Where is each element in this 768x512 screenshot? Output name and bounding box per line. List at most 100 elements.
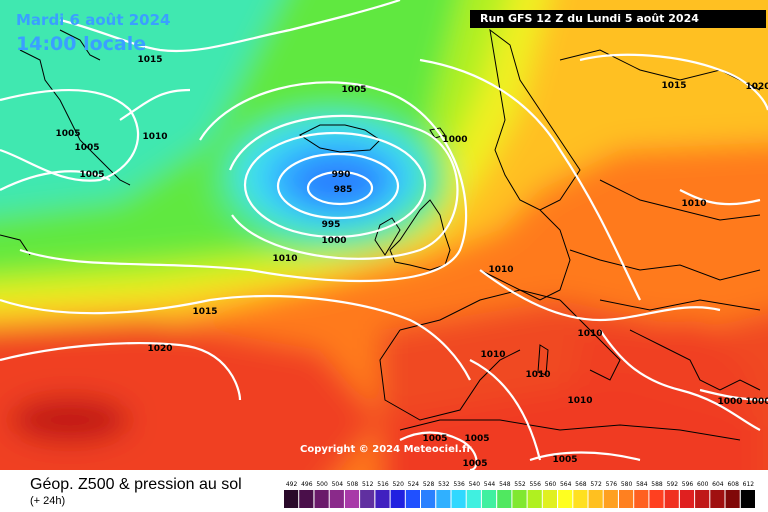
color-scale-legend: 492 496 500 504 508 512 516 520 524 528 532 536 540 5…: [284, 481, 755, 508]
isobar-label: 1010: [577, 329, 602, 339]
isobar-label: 1005: [422, 434, 447, 444]
isobar-label: 990: [332, 170, 351, 180]
legend-swatch: [695, 490, 710, 508]
map-variable-title: Géop. Z500 & pression au sol: [30, 476, 242, 493]
legend-value-label: 540: [469, 481, 481, 488]
legend-swatch: [451, 490, 466, 508]
legend-value-label: 512: [362, 481, 374, 488]
legend-swatch: [740, 490, 755, 508]
legend-value-label: 556: [529, 481, 541, 488]
isobar-label: 995: [322, 220, 341, 230]
legend-swatch: [390, 490, 405, 508]
legend-value-label: 504: [332, 481, 344, 488]
copyright-text: Copyright © 2024 Meteociel.fr: [300, 444, 472, 455]
legend-swatch: [329, 490, 344, 508]
legend-swatch: [725, 490, 740, 508]
isobar-label: 1010: [480, 350, 505, 360]
legend-swatch: [360, 490, 375, 508]
legend-swatch: [405, 490, 420, 508]
isobar-label: 1005: [79, 170, 104, 180]
legend-swatch: [710, 490, 725, 508]
isobar-label: 1010: [272, 254, 297, 264]
isobar-label: 1010: [142, 132, 167, 142]
legend-value-label: 576: [606, 481, 618, 488]
legend-swatch: [344, 490, 360, 508]
legend-swatch: [527, 490, 542, 508]
isobar-label: 1010: [525, 370, 550, 380]
legend-value-label: 532: [438, 481, 450, 488]
forecast-time: 14:00 locale: [16, 33, 147, 55]
run-info-banner: Run GFS 12 Z du Lundi 5 août 2024: [470, 10, 766, 28]
isobar-label: 1010: [488, 265, 513, 275]
z500-color-field: [0, 0, 768, 470]
legend-value-label: 536: [453, 481, 465, 488]
legend-swatch: [573, 490, 588, 508]
isobar-label: 1000: [717, 397, 742, 407]
legend-swatch: [603, 490, 618, 508]
isobar-label: 1020: [147, 344, 172, 354]
isobar-label: 1020: [745, 82, 768, 92]
isobar-label: 1010: [681, 199, 706, 209]
legend-swatch: [481, 490, 497, 508]
legend-value-label: 520: [392, 481, 404, 488]
legend-value-label: 600: [697, 481, 709, 488]
legend-swatch: [512, 490, 527, 508]
legend-value-label: 564: [560, 481, 572, 488]
isobar-label: 1000: [745, 397, 768, 407]
legend-swatch: [649, 490, 664, 508]
legend-swatch: [284, 490, 299, 508]
forecast-range: (+ 24h): [30, 495, 66, 507]
isobars: [0, 0, 768, 470]
legend-swatch: [375, 490, 390, 508]
legend-swatch: [466, 490, 481, 508]
legend-swatch: [497, 490, 512, 508]
legend-value-label: 548: [499, 481, 511, 488]
legend-value-label: 588: [651, 481, 663, 488]
legend-value-label: 516: [377, 481, 389, 488]
legend-value-label: 496: [301, 481, 313, 488]
legend-swatch: [588, 490, 603, 508]
legend-swatch: [542, 490, 557, 508]
legend-swatch: [664, 490, 679, 508]
isobar-label: 1005: [341, 85, 366, 95]
legend-value-label: 592: [667, 481, 679, 488]
isobar-label: 1005: [74, 143, 99, 153]
legend-value-label: 544: [484, 481, 496, 488]
legend-swatch: [679, 490, 695, 508]
legend-value-label: 580: [621, 481, 633, 488]
isobar-label: 1015: [192, 307, 217, 317]
legend-value-label: 508: [347, 481, 359, 488]
legend-value-label: 572: [590, 481, 602, 488]
legend-swatch: [634, 490, 649, 508]
coastlines: [0, 28, 761, 441]
isobar-label: 1010: [567, 396, 592, 406]
isobar-label: 1005: [55, 129, 80, 139]
isobar-label: 1015: [137, 55, 162, 65]
forecast-date: Mardi 6 août 2024: [16, 11, 171, 29]
legend-value-label: 612: [743, 481, 755, 488]
legend-swatch: [299, 490, 314, 508]
legend-value-label: 528: [423, 481, 435, 488]
legend-value-label: 500: [316, 481, 328, 488]
isobar-label: 985: [334, 185, 353, 195]
isobar-label: 1005: [464, 434, 489, 444]
isobar-label: 1005: [462, 459, 487, 469]
legend-value-label: 560: [545, 481, 557, 488]
isobar-label: 1000: [442, 135, 467, 145]
geopotential-map: 1015 1005 1005 1010 1005 1005 1000 990 9…: [0, 0, 768, 470]
legend-value-label: 492: [286, 481, 298, 488]
legend-swatch: [314, 490, 329, 508]
legend-value-label: 552: [514, 481, 526, 488]
legend-swatch: [436, 490, 451, 508]
legend-value-label: 604: [712, 481, 724, 488]
legend-value-label: 608: [727, 481, 739, 488]
legend-value-label: 524: [408, 481, 420, 488]
legend-swatch: [558, 490, 573, 508]
legend-value-label: 584: [636, 481, 648, 488]
isobar-label: 1000: [321, 236, 346, 246]
legend-value-label: 568: [575, 481, 587, 488]
legend-swatch: [421, 490, 436, 508]
isobar-label: 1015: [661, 81, 686, 91]
isobar-label: 1005: [552, 455, 577, 465]
